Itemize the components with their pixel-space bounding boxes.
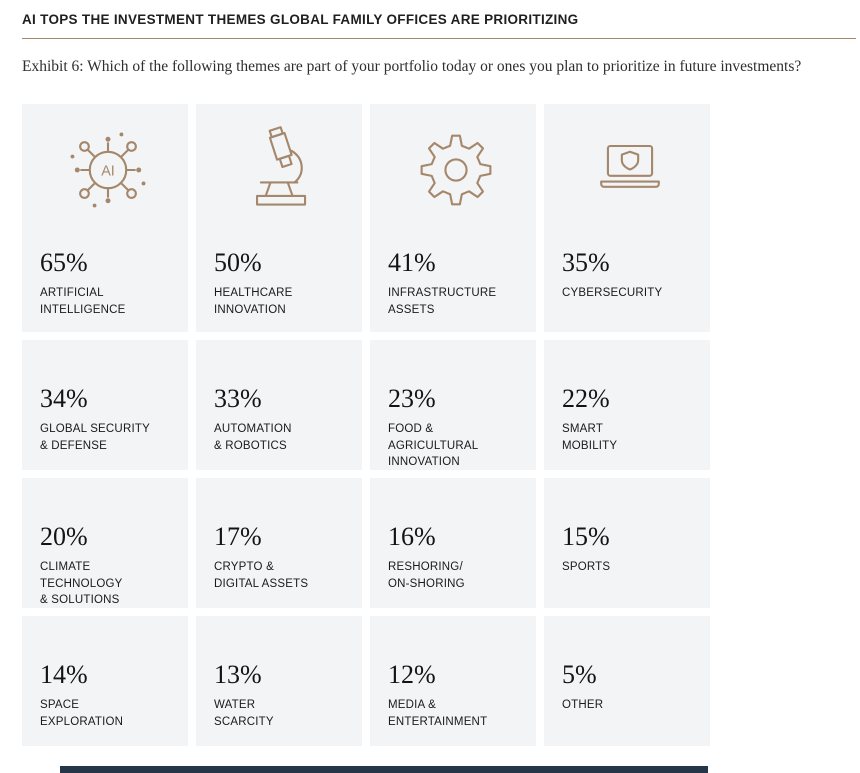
laptop-shield-icon [562, 114, 698, 226]
theme-value: 41% [388, 248, 436, 277]
theme-card: 23% FOOD & AGRICULTURAL INNOVATION [370, 340, 536, 470]
theme-card: 22% SMART MOBILITY [544, 340, 710, 470]
theme-label: CYBERSECURITY [562, 287, 663, 299]
theme-value: 12% [388, 660, 436, 689]
theme-card: 13% WATER SCARCITY [196, 616, 362, 746]
theme-card: 15% SPORTS [544, 478, 710, 608]
divider [22, 38, 856, 39]
theme-card: 16% RESHORING/ ON-SHORING [370, 478, 536, 608]
theme-card: 41% INFRASTRUCTURE ASSETS [370, 104, 536, 332]
theme-label: AUTOMATION & ROBOTICS [214, 423, 292, 452]
theme-label: WATER SCARCITY [214, 699, 274, 728]
theme-value: 20% [40, 522, 88, 551]
microscope-icon [214, 114, 350, 226]
theme-label: CLIMATE TECHNOLOGY & SOLUTIONS [40, 561, 123, 607]
theme-label: SPACE EXPLORATION [40, 699, 124, 728]
theme-label: GLOBAL SECURITY & DEFENSE [40, 423, 150, 452]
ai-network-icon: AI [40, 114, 176, 226]
theme-value: 50% [214, 248, 262, 277]
gear-icon [388, 114, 524, 226]
theme-value: 5% [562, 660, 597, 689]
theme-value: 16% [388, 522, 436, 551]
exhibit-title: AI TOPS THE INVESTMENT THEMES GLOBAL FAM… [22, 12, 579, 27]
theme-label: SMART MOBILITY [562, 423, 618, 452]
exhibit-subtitle: Exhibit 6: Which of the following themes… [22, 58, 802, 75]
theme-value: 22% [562, 384, 610, 413]
theme-value: 35% [562, 248, 610, 277]
theme-card: 20% CLIMATE TECHNOLOGY & SOLUTIONS [22, 478, 188, 608]
next-section-edge [60, 766, 708, 773]
theme-label: INFRASTRUCTURE ASSETS [388, 287, 497, 316]
theme-label: RESHORING/ ON-SHORING [388, 561, 465, 590]
theme-card: 33% AUTOMATION & ROBOTICS [196, 340, 362, 470]
theme-value: 13% [214, 660, 262, 689]
theme-value: 65% [40, 248, 88, 277]
theme-card: 17% CRYPTO & DIGITAL ASSETS [196, 478, 362, 608]
theme-value: 15% [562, 522, 610, 551]
theme-label: OTHER [562, 699, 604, 711]
theme-label: CRYPTO & DIGITAL ASSETS [214, 561, 309, 590]
theme-value: 23% [388, 384, 436, 413]
theme-card: 35% CYBERSECURITY [544, 104, 710, 332]
theme-value: 14% [40, 660, 88, 689]
theme-label: FOOD & AGRICULTURAL INNOVATION [388, 423, 479, 469]
theme-card: 5% OTHER [544, 616, 710, 746]
theme-label: HEALTHCARE INNOVATION [214, 287, 293, 316]
theme-card: 50% HEALTHCARE INNOVATION [196, 104, 362, 332]
themes-grid: AI 65% ARTIFICIAL INTELLIGENCE 50% HEALTHCAR… [22, 104, 860, 746]
theme-label: ARTIFICIAL INTELLIGENCE [40, 287, 126, 316]
theme-card: 12% MEDIA & ENTERTAINMENT [370, 616, 536, 746]
theme-value: 33% [214, 384, 262, 413]
theme-value: 34% [40, 384, 88, 413]
theme-label: MEDIA & ENTERTAINMENT [388, 699, 488, 728]
theme-card: 14% SPACE EXPLORATION [22, 616, 188, 746]
exhibit-header: AI TOPS THE INVESTMENT THEMES GLOBAL FAM… [0, 0, 860, 76]
theme-value: 17% [214, 522, 262, 551]
theme-card: AI 65% ARTIFICIAL INTELLIGENCE [22, 104, 188, 332]
theme-card: 34% GLOBAL SECURITY & DEFENSE [22, 340, 188, 470]
svg-text:AI: AI [101, 163, 115, 179]
theme-label: SPORTS [562, 561, 611, 573]
